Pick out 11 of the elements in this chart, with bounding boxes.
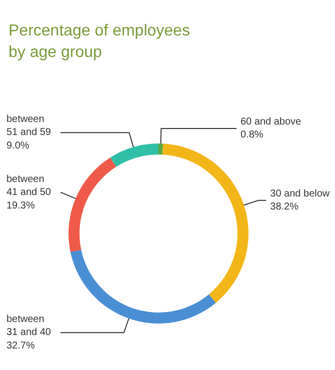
slice-label: 60 and above [240, 116, 302, 128]
data-label: 0.8% [240, 130, 264, 141]
data-label: 19.3% [6, 200, 35, 212]
chart-title: Percentage of employees by age group [8, 22, 190, 61]
slice-label: between 51 and 59 [6, 114, 52, 138]
data-label: 32.7% [6, 340, 35, 352]
data-label: 9.0% [6, 140, 30, 152]
slice-label: between 41 and 50 [6, 174, 52, 198]
slice-label: between 31 and 40 [6, 314, 52, 338]
slice-label: 30 and below [270, 188, 330, 200]
data-label: 38.2% [270, 202, 299, 213]
